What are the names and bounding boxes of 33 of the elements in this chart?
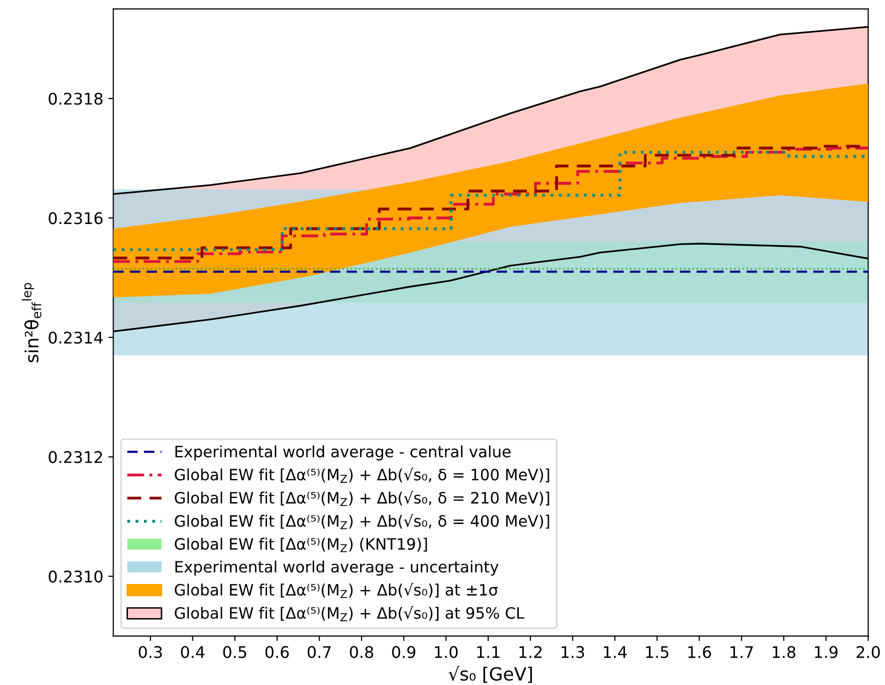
x-tick-label: 0.5	[223, 646, 246, 658]
y-tick-label: 0.2318	[48, 92, 102, 105]
y-tick-label: 0.2316	[48, 212, 103, 224]
y-tick-label: 0.2310	[48, 570, 102, 583]
x-tick-label: 0.9	[392, 646, 416, 658]
x-tick-label: 0.8	[350, 646, 374, 658]
x-tick-label: 1.4	[604, 646, 627, 658]
legend-label: Global EW fit [Δα⁽⁵⁾(M$_{Z}$) + Δb(√s₀)] at ±1σ	[174, 582, 498, 598]
y-tick-label: 0.2314	[48, 332, 103, 344]
x-tick-label: 1.8	[772, 646, 796, 658]
x-tick-label: 1.7	[730, 646, 753, 658]
legend-label: Experimental world average - uncertainty	[175, 560, 498, 576]
x-tick-label: 1.9	[815, 646, 838, 658]
x-tick-label: 1.2	[519, 646, 542, 658]
x-tick-label: 2.0	[856, 646, 880, 658]
x-tick-label: 0.6	[265, 646, 289, 658]
x-tick-label: 1.5	[646, 646, 668, 658]
legend-label: Global EW fit [Δα⁽⁵⁾(M$_{Z}$) + Δb(√s₀)] at 95% CL	[174, 606, 524, 622]
x-tick-label: 1.3	[562, 646, 584, 658]
x-axis-title: √s₀ [GeV]	[448, 666, 532, 683]
x-tick-label: 1.1	[477, 646, 500, 658]
x-tick-label: 0.3	[138, 646, 162, 658]
y-axis-title: sin²θ$_{eff}$$^{lep}$	[22, 282, 42, 362]
x-tick-label: 1.6	[688, 646, 711, 658]
legend-label: Experimental world average - central value	[175, 445, 511, 460]
x-tick-label: 0.7	[308, 646, 331, 658]
legend-label: Global EW fit [Δα⁽⁵⁾(M$_{Z}$) (KNT19)]	[174, 538, 427, 552]
x-tick-label: 0.4	[181, 646, 204, 658]
legend-label: Global EW fit [Δα⁽⁵⁾(M$_{Z}$) + Δb(√s₀, δ = 100 MeV)]	[174, 468, 550, 483]
legend-label: Global EW fit [Δα⁽⁵⁾(M$_{Z}$) + Δb(√s₀, δ = 400 MeV)]	[174, 514, 550, 530]
legend-label: Global EW fit [Δα⁽⁵⁾(M$_{Z}$) + Δb(√s₀, δ = 210 MeV)]	[174, 490, 550, 506]
x-tick-label: 1.0	[435, 646, 458, 658]
y-tick-label: 0.2312	[48, 451, 102, 464]
